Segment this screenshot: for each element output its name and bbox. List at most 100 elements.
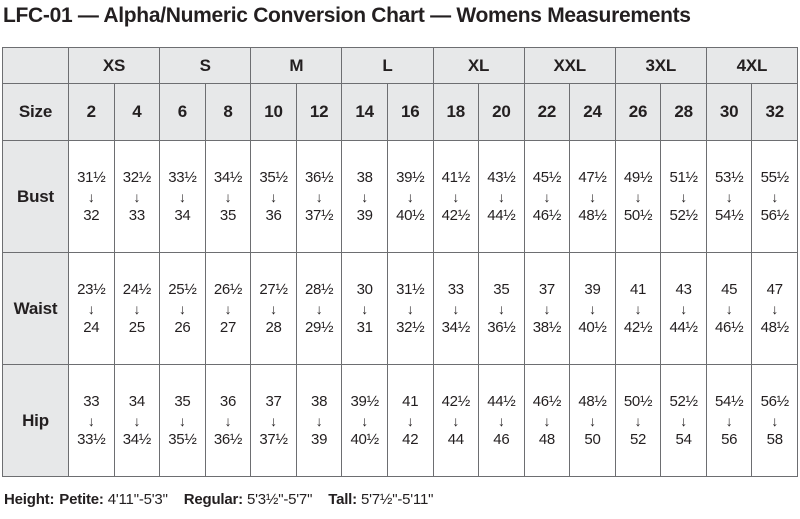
down-arrow-icon: ↓ <box>725 300 733 317</box>
range-from: 23½ <box>77 281 106 299</box>
waist-cell-size-10: 27½ ↓ 28 <box>250 252 297 365</box>
waist-cell-size-12: 28½ ↓ 29½ <box>295 252 343 365</box>
waist-range: 33 ↓ 34½ <box>434 281 478 336</box>
numeric-size-24: 24 <box>569 83 616 141</box>
range-to: 48 <box>538 430 555 448</box>
range-to: 28 <box>265 318 282 336</box>
waist-range: 30 ↓ 31 <box>343 281 387 336</box>
down-arrow-icon: ↓ <box>725 188 733 205</box>
numeric-size-6: 6 <box>159 83 206 141</box>
range-to: 42 <box>402 430 419 448</box>
range-to: 52½ <box>669 206 698 224</box>
numeric-size-14: 14 <box>341 83 388 141</box>
down-arrow-icon: ↓ <box>179 188 186 205</box>
range-from: 54½ <box>715 393 744 411</box>
bust-range: 49½ ↓ 50½ <box>616 169 660 224</box>
numeric-size-20: 20 <box>478 83 525 141</box>
down-arrow-icon: ↓ <box>771 412 779 429</box>
down-arrow-icon: ↓ <box>361 188 368 205</box>
corner-cell <box>2 47 69 84</box>
waist-cell-size-32: 47 ↓ 48½ <box>751 252 798 365</box>
range-from: 33 <box>83 393 100 411</box>
numeric-size-row: Size 2 4 6 8 10 12 14 16 18 20 22 24 26 28 30 32 <box>2 83 798 141</box>
range-from: 39 <box>584 281 601 299</box>
range-to: 36 <box>265 206 282 224</box>
range-from: 37 <box>538 281 555 299</box>
down-arrow-icon: ↓ <box>543 188 551 205</box>
down-arrow-icon: ↓ <box>361 412 368 429</box>
waist-row: Waist 23½ ↓ 24 24½ ↓ 25 25½ ↓ 26 26½ ↓ 27 27½ ↓ 28 28½ ↓ 2… <box>2 252 798 365</box>
down-arrow-icon: ↓ <box>315 188 323 205</box>
size-row-label: Size <box>2 83 69 141</box>
bust-range: 45½ ↓ 46½ <box>525 169 569 224</box>
alpha-size-xxl: XXL <box>523 47 616 84</box>
height-note: Height: Petite: 4'11"-5'3" Regular: 5'3½"-5'… <box>4 491 433 508</box>
down-arrow-icon: ↓ <box>133 300 141 317</box>
bust-range: 51½ ↓ 52½ <box>662 169 706 224</box>
range-from: 38 <box>356 169 373 187</box>
hip-range: 54½ ↓ 56 <box>707 393 751 448</box>
waist-cell-size-16: 31½ ↓ 32½ <box>386 252 434 365</box>
range-to: 27 <box>219 318 237 336</box>
range-from: 30 <box>356 281 373 299</box>
bust-cell-size-32: 55½ ↓ 56½ <box>751 140 798 253</box>
waist-range: 47 ↓ 48½ <box>753 281 797 336</box>
hip-range: 42½ ↓ 44 <box>434 393 478 448</box>
waist-range: 45 ↓ 46½ <box>707 281 751 336</box>
hip-range: 33 ↓ 33½ <box>69 393 113 448</box>
range-to: 50 <box>584 430 601 448</box>
conversion-table: XS S M L XL XXL 3XL 4XL Size 2 4 6 8 10 12 14 16 18 20 22 24… <box>2 47 799 477</box>
range-to: 37½ <box>259 430 288 448</box>
down-arrow-icon: ↓ <box>634 300 642 317</box>
numeric-size-26: 26 <box>614 83 662 141</box>
range-from: 46½ <box>532 393 562 411</box>
bust-range: 53½ ↓ 54½ <box>707 169 751 224</box>
tall-range: 5'7½"-5'11" <box>360 491 434 508</box>
range-from: 31½ <box>396 281 425 299</box>
waist-cell-size-20: 35 ↓ 36½ <box>478 252 525 365</box>
numeric-size-30: 30 <box>705 83 753 141</box>
bust-cell-size-2: 31½ ↓ 32 <box>68 140 115 253</box>
range-from: 41 <box>629 281 647 299</box>
down-arrow-icon: ↓ <box>315 412 323 429</box>
range-to: 56 <box>721 430 738 448</box>
waist-cell-size-26: 41 ↓ 42½ <box>614 252 662 365</box>
range-to: 31 <box>356 318 373 336</box>
range-to: 42½ <box>623 318 653 336</box>
down-arrow-icon: ↓ <box>680 300 687 317</box>
waist-cell-size-14: 30 ↓ 31 <box>341 252 388 365</box>
range-from: 44½ <box>487 393 516 411</box>
range-to: 29½ <box>304 318 334 336</box>
bust-cell-size-8: 34½ ↓ 35 <box>204 140 252 253</box>
range-from: 34 <box>128 393 145 411</box>
bust-cell-size-22: 45½ ↓ 46½ <box>523 140 571 253</box>
range-from: 27½ <box>259 281 288 299</box>
hip-cell-size-28: 52½ ↓ 54 <box>660 364 707 477</box>
range-to: 40½ <box>350 430 380 448</box>
range-from: 32½ <box>122 169 152 187</box>
hip-cell-size-2: 33 ↓ 33½ <box>68 364 115 477</box>
range-from: 39½ <box>396 169 425 187</box>
hip-range: 48½ ↓ 50 <box>571 393 615 448</box>
waist-cell-size-24: 39 ↓ 40½ <box>569 252 616 365</box>
petite-range: 4'11"-5'3" <box>107 491 168 508</box>
waist-range: 41 ↓ 42½ <box>616 281 660 336</box>
hip-cell-size-20: 44½ ↓ 46 <box>478 364 525 477</box>
waist-range: 26½ ↓ 27 <box>206 281 250 336</box>
range-to: 32½ <box>396 318 425 336</box>
hip-range: 56½ ↓ 58 <box>753 393 797 448</box>
hip-range: 38 ↓ 39 <box>297 393 341 448</box>
down-arrow-icon: ↓ <box>634 188 642 205</box>
bust-range: 41½ ↓ 42½ <box>434 169 478 224</box>
down-arrow-icon: ↓ <box>224 188 232 205</box>
range-from: 36½ <box>304 169 334 187</box>
hip-range: 34 ↓ 34½ <box>115 393 159 448</box>
range-from: 24½ <box>122 281 152 299</box>
petite-label: Petite: <box>59 491 104 508</box>
down-arrow-icon: ↓ <box>452 300 460 317</box>
waist-range: 25½ ↓ 26 <box>161 281 205 336</box>
waist-range: 37 ↓ 38½ <box>525 281 569 336</box>
tall-label: Tall: <box>328 491 357 508</box>
down-arrow-icon: ↓ <box>179 300 186 317</box>
range-to: 46 <box>493 430 510 448</box>
